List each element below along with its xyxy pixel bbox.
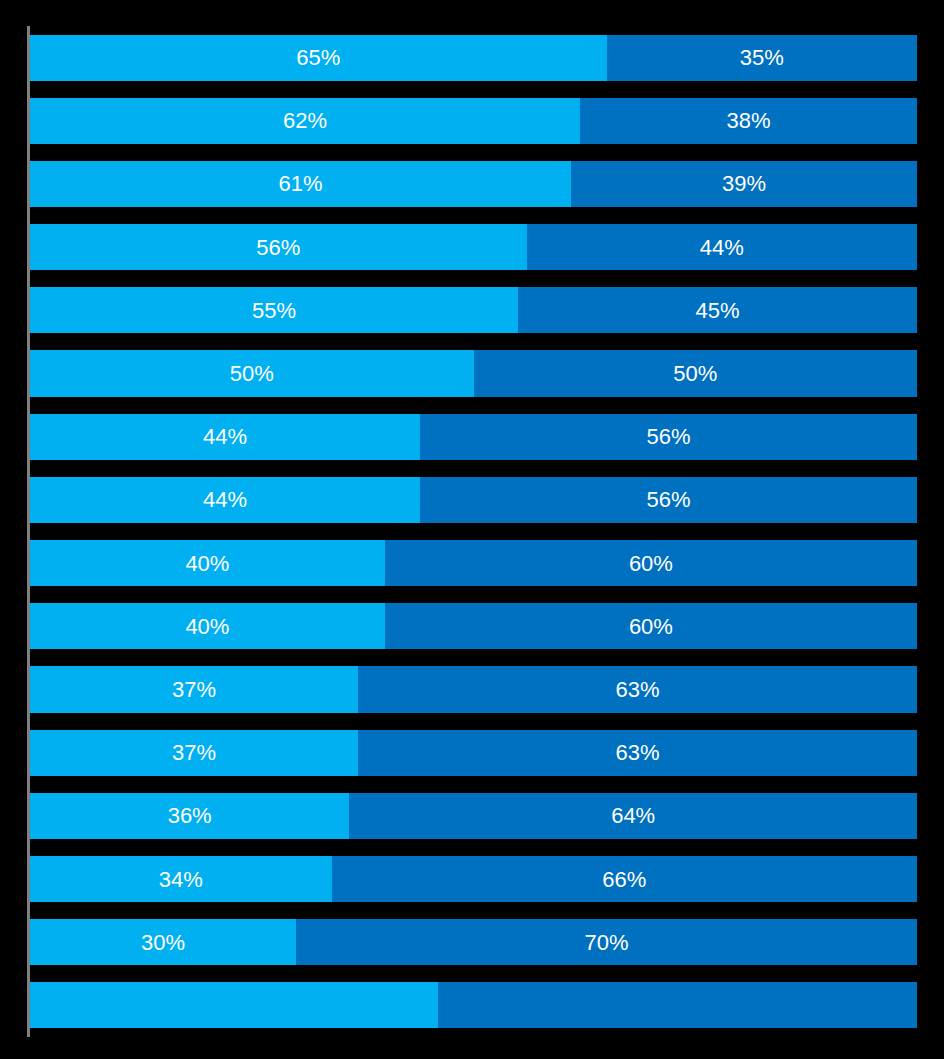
svg-text:50%: 50% <box>230 361 274 386</box>
svg-text:60%: 60% <box>629 614 673 639</box>
svg-text:37%: 37% <box>172 677 216 702</box>
svg-text:30%: 30% <box>141 930 185 955</box>
svg-text:34%: 34% <box>159 867 203 892</box>
svg-text:63%: 63% <box>616 677 660 702</box>
svg-text:56%: 56% <box>647 424 691 449</box>
svg-text:44%: 44% <box>700 235 744 260</box>
svg-text:44%: 44% <box>203 487 247 512</box>
svg-text:56%: 56% <box>647 487 691 512</box>
svg-text:35%: 35% <box>740 45 784 70</box>
svg-text:60%: 60% <box>629 551 673 576</box>
svg-text:64%: 64% <box>611 803 655 828</box>
svg-text:40%: 40% <box>185 614 229 639</box>
svg-text:44%: 44% <box>203 424 247 449</box>
svg-text:65%: 65% <box>296 45 340 70</box>
svg-text:36%: 36% <box>168 803 212 828</box>
svg-text:56%: 56% <box>256 235 300 260</box>
svg-text:63%: 63% <box>616 740 660 765</box>
svg-text:66%: 66% <box>602 867 646 892</box>
svg-text:45%: 45% <box>695 298 739 323</box>
svg-text:62%: 62% <box>283 108 327 133</box>
svg-text:37%: 37% <box>172 740 216 765</box>
svg-text:40%: 40% <box>185 551 229 576</box>
svg-text:61%: 61% <box>279 171 323 196</box>
svg-text:38%: 38% <box>726 108 770 133</box>
svg-text:55%: 55% <box>252 298 296 323</box>
svg-text:39%: 39% <box>722 171 766 196</box>
svg-text:70%: 70% <box>585 930 629 955</box>
svg-text:50%: 50% <box>673 361 717 386</box>
